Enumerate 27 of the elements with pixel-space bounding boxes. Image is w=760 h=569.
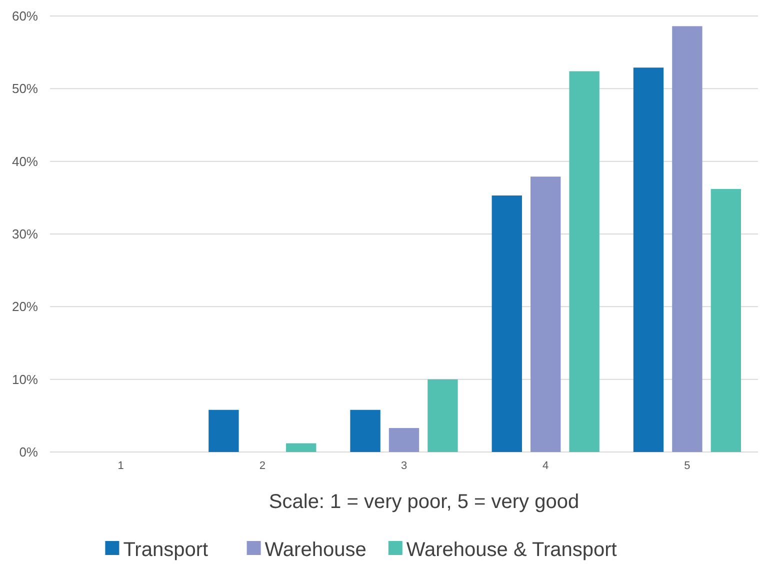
bar [388, 428, 420, 452]
legend-label: Warehouse & Transport [406, 539, 618, 561]
x-tick-label: 4 [542, 460, 549, 472]
y-tick-label: 60% [12, 8, 38, 24]
bar [672, 26, 702, 452]
x-tick-label: 5 [684, 460, 690, 472]
x-tick-label: 1 [118, 460, 124, 472]
x-tick-label: 2 [259, 460, 266, 472]
x-axis-title: Scale: 1 = very poor, 5 = very good [268, 491, 580, 513]
bar [633, 68, 664, 452]
bar [492, 195, 522, 452]
x-tick-label: 3 [400, 460, 408, 472]
legend-label: Transport [123, 539, 208, 561]
bar [350, 410, 380, 452]
bar [428, 379, 458, 452]
legend-label: Warehouse [264, 539, 366, 561]
y-tick-label: 0% [19, 444, 38, 460]
y-tick-label: 10% [12, 372, 38, 387]
bar [208, 410, 239, 452]
bar [710, 188, 742, 452]
bar [286, 443, 316, 452]
bar [569, 71, 600, 452]
bar [530, 176, 561, 452]
y-tick-label: 20% [12, 299, 38, 314]
y-tick-label: 30% [12, 226, 38, 242]
y-tick-label: 50% [12, 81, 38, 96]
y-tick-label: 40% [12, 154, 38, 169]
